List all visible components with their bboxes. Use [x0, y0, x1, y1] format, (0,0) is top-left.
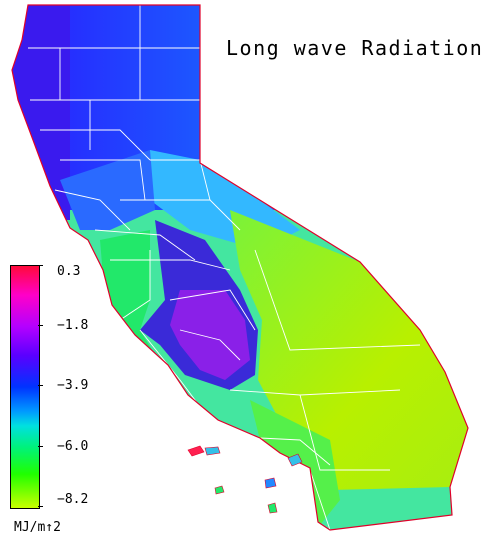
island-5	[214, 485, 225, 495]
units-label: MJ/m↑2	[14, 520, 61, 535]
zone-central-core	[170, 290, 250, 380]
channel-islands	[187, 445, 303, 514]
island-1	[187, 445, 205, 457]
legend-tick	[38, 385, 43, 386]
legend-label-max: 0.3	[57, 264, 81, 279]
legend-label: −6.0	[57, 439, 89, 454]
island-3	[287, 453, 303, 467]
legend-color-bar	[10, 265, 40, 509]
legend-tick	[38, 265, 43, 266]
island-2	[204, 446, 221, 456]
state-outline	[11, 4, 469, 531]
island-4	[264, 477, 277, 489]
zone-central-coast	[100, 230, 280, 470]
island-6	[267, 502, 278, 514]
zone-north-coast	[12, 5, 70, 220]
color-legend: 0.3 −1.8 −3.9 −6.0 −8.2	[10, 264, 88, 510]
legend-tick	[38, 506, 43, 507]
legend-tick	[38, 325, 43, 326]
legend-label: −1.8	[57, 318, 89, 333]
map-title: Long wave Radiation	[226, 36, 484, 60]
zone-sacramento	[60, 150, 155, 230]
legend-label-min: −8.2	[57, 492, 89, 507]
legend-tick	[38, 446, 43, 447]
legend-label: −3.9	[57, 378, 89, 393]
